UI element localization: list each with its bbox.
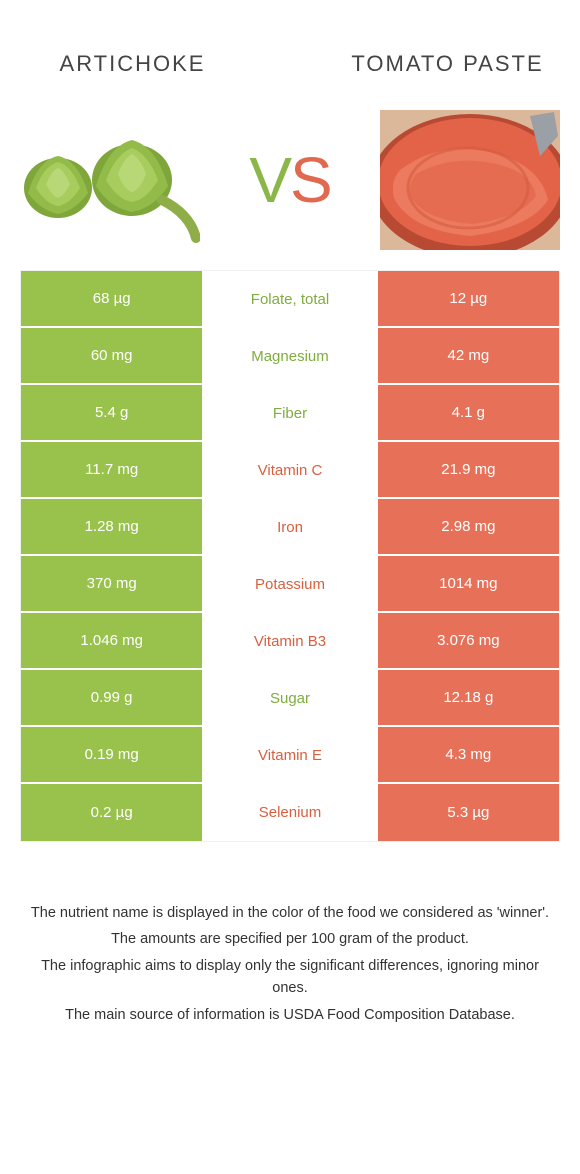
table-row: 0.2 µgSelenium5.3 µg <box>21 784 559 841</box>
vs-label: VS <box>249 143 330 217</box>
hero-row: VS <box>0 100 580 270</box>
table-row: 0.19 mgVitamin E4.3 mg <box>21 727 559 784</box>
nutrient-name: Vitamin B3 <box>202 613 377 670</box>
artichoke-image <box>20 110 200 250</box>
nutrient-name: Sugar <box>202 670 377 727</box>
vs-v: V <box>249 144 290 216</box>
nutrient-name: Vitamin E <box>202 727 377 784</box>
footer-line-2: The amounts are specified per 100 gram o… <box>28 928 552 950</box>
food-title-left: ARTICHOKE <box>20 50 245 79</box>
left-value: 5.4 g <box>21 385 202 442</box>
footer-line-4: The main source of information is USDA F… <box>28 1004 552 1026</box>
nutrient-name: Folate, total <box>202 271 377 328</box>
food-title-right: TOMATO PASTE <box>335 50 560 79</box>
table-row: 1.046 mgVitamin B33.076 mg <box>21 613 559 670</box>
table-row: 370 mgPotassium1014 mg <box>21 556 559 613</box>
left-value: 68 µg <box>21 271 202 328</box>
right-value: 3.076 mg <box>378 613 559 670</box>
tomato-paste-image <box>380 110 560 250</box>
left-value: 0.2 µg <box>21 784 202 841</box>
table-row: 0.99 gSugar12.18 g <box>21 670 559 727</box>
nutrient-name: Iron <box>202 499 377 556</box>
table-row: 68 µgFolate, total12 µg <box>21 271 559 328</box>
right-value: 1014 mg <box>378 556 559 613</box>
nutrient-table: 68 µgFolate, total12 µg60 mgMagnesium42 … <box>20 270 560 842</box>
right-value: 5.3 µg <box>378 784 559 841</box>
right-value: 4.3 mg <box>378 727 559 784</box>
right-value: 42 mg <box>378 328 559 385</box>
left-value: 0.19 mg <box>21 727 202 784</box>
footer-line-3: The infographic aims to display only the… <box>28 955 552 1000</box>
footer-line-1: The nutrient name is displayed in the co… <box>28 902 552 924</box>
right-value: 2.98 mg <box>378 499 559 556</box>
table-row: 11.7 mgVitamin C21.9 mg <box>21 442 559 499</box>
left-value: 370 mg <box>21 556 202 613</box>
nutrient-name: Potassium <box>202 556 377 613</box>
footer-notes: The nutrient name is displayed in the co… <box>0 842 580 1026</box>
header: ARTICHOKE TOMATO PASTE <box>0 0 580 100</box>
left-value: 1.046 mg <box>21 613 202 670</box>
left-value: 1.28 mg <box>21 499 202 556</box>
right-value: 21.9 mg <box>378 442 559 499</box>
table-row: 60 mgMagnesium42 mg <box>21 328 559 385</box>
nutrient-name: Vitamin C <box>202 442 377 499</box>
right-value: 4.1 g <box>378 385 559 442</box>
left-value: 11.7 mg <box>21 442 202 499</box>
nutrient-name: Fiber <box>202 385 377 442</box>
table-row: 1.28 mgIron2.98 mg <box>21 499 559 556</box>
right-value: 12 µg <box>378 271 559 328</box>
table-row: 5.4 gFiber4.1 g <box>21 385 559 442</box>
left-value: 0.99 g <box>21 670 202 727</box>
vs-s: S <box>290 144 331 216</box>
right-value: 12.18 g <box>378 670 559 727</box>
nutrient-name: Selenium <box>202 784 377 841</box>
nutrient-name: Magnesium <box>202 328 377 385</box>
left-value: 60 mg <box>21 328 202 385</box>
